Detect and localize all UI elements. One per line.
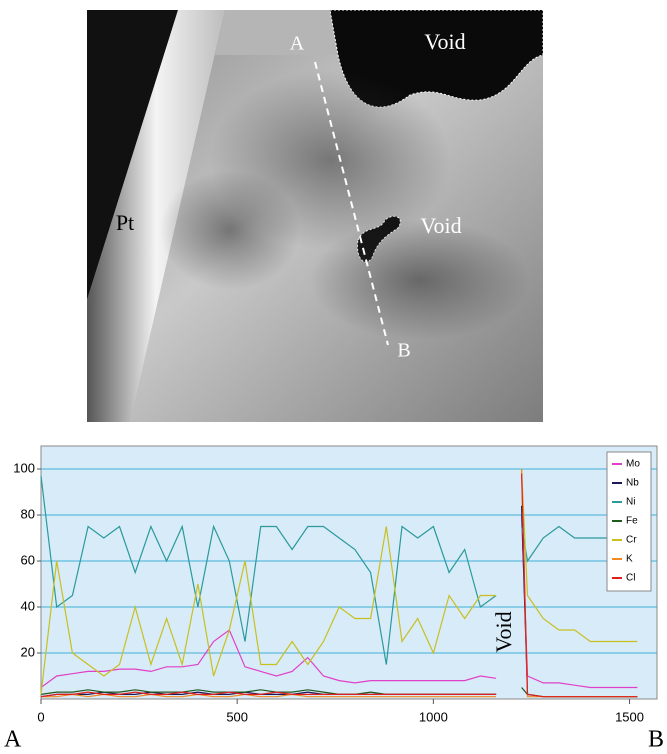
x-tick-label: 500 (226, 709, 248, 724)
legend-label: Mo (626, 459, 640, 470)
legend-label: Nb (626, 478, 639, 489)
series-line (40, 468, 638, 695)
precipitates (310, 220, 530, 340)
legend-label: Ni (626, 497, 635, 508)
legend-label: Cr (626, 535, 637, 546)
y-tick-label: 20 (21, 644, 35, 659)
endpoint-label: A (4, 727, 22, 753)
cap-layer (215, 10, 338, 55)
legend-label: Fe (626, 516, 638, 527)
image-label: Void (424, 29, 465, 54)
x-tick-label: 1000 (419, 709, 448, 724)
y-tick-label: 100 (13, 460, 35, 475)
series-line (40, 514, 638, 689)
legend-label: Cl (626, 573, 635, 584)
y-tick-label: 40 (21, 598, 35, 613)
x-tick-label: 1500 (615, 709, 644, 724)
scan-line (314, 61, 389, 346)
y-tick-label: 60 (21, 552, 35, 567)
plot-area (40, 445, 658, 700)
y-tick-label: 80 (21, 506, 35, 521)
annotation: Void (491, 611, 516, 652)
image-label: Void (420, 213, 461, 238)
endpoint-label: B (648, 727, 664, 753)
image-label: B (397, 340, 410, 362)
x-tick-label: 0 (37, 709, 44, 724)
image-label: A (290, 33, 305, 55)
legend-label: K (626, 554, 633, 565)
precipitates (160, 170, 300, 290)
image-label: Pt (116, 210, 134, 235)
pt-layer (87, 10, 225, 422)
series-line (40, 473, 638, 698)
micrograph: Void Pt A B Void (87, 9, 544, 422)
